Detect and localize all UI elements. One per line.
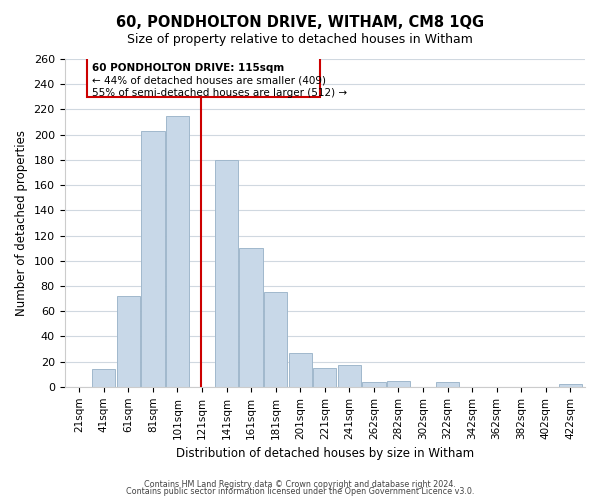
Text: Contains public sector information licensed under the Open Government Licence v3: Contains public sector information licen… <box>126 487 474 496</box>
Text: 60 PONDHOLTON DRIVE: 115sqm: 60 PONDHOLTON DRIVE: 115sqm <box>92 63 284 73</box>
Bar <box>362 382 386 387</box>
Bar <box>436 382 459 387</box>
Text: 60, PONDHOLTON DRIVE, WITHAM, CM8 1QG: 60, PONDHOLTON DRIVE, WITHAM, CM8 1QG <box>116 15 484 30</box>
Bar <box>141 131 164 387</box>
Text: 55% of semi-detached houses are larger (512) →: 55% of semi-detached houses are larger (… <box>92 88 347 98</box>
Bar <box>387 380 410 387</box>
Bar <box>313 368 337 387</box>
Bar <box>92 369 115 387</box>
Bar <box>338 366 361 387</box>
Bar <box>166 116 189 387</box>
Bar <box>116 296 140 387</box>
Bar <box>239 248 263 387</box>
Bar <box>559 384 582 387</box>
Text: Contains HM Land Registry data © Crown copyright and database right 2024.: Contains HM Land Registry data © Crown c… <box>144 480 456 489</box>
Text: ← 44% of detached houses are smaller (409): ← 44% of detached houses are smaller (40… <box>92 76 326 86</box>
Bar <box>264 292 287 387</box>
Text: Size of property relative to detached houses in Witham: Size of property relative to detached ho… <box>127 32 473 46</box>
Bar <box>289 353 312 387</box>
Bar <box>215 160 238 387</box>
FancyBboxPatch shape <box>86 54 320 97</box>
X-axis label: Distribution of detached houses by size in Witham: Distribution of detached houses by size … <box>176 447 474 460</box>
Y-axis label: Number of detached properties: Number of detached properties <box>15 130 28 316</box>
